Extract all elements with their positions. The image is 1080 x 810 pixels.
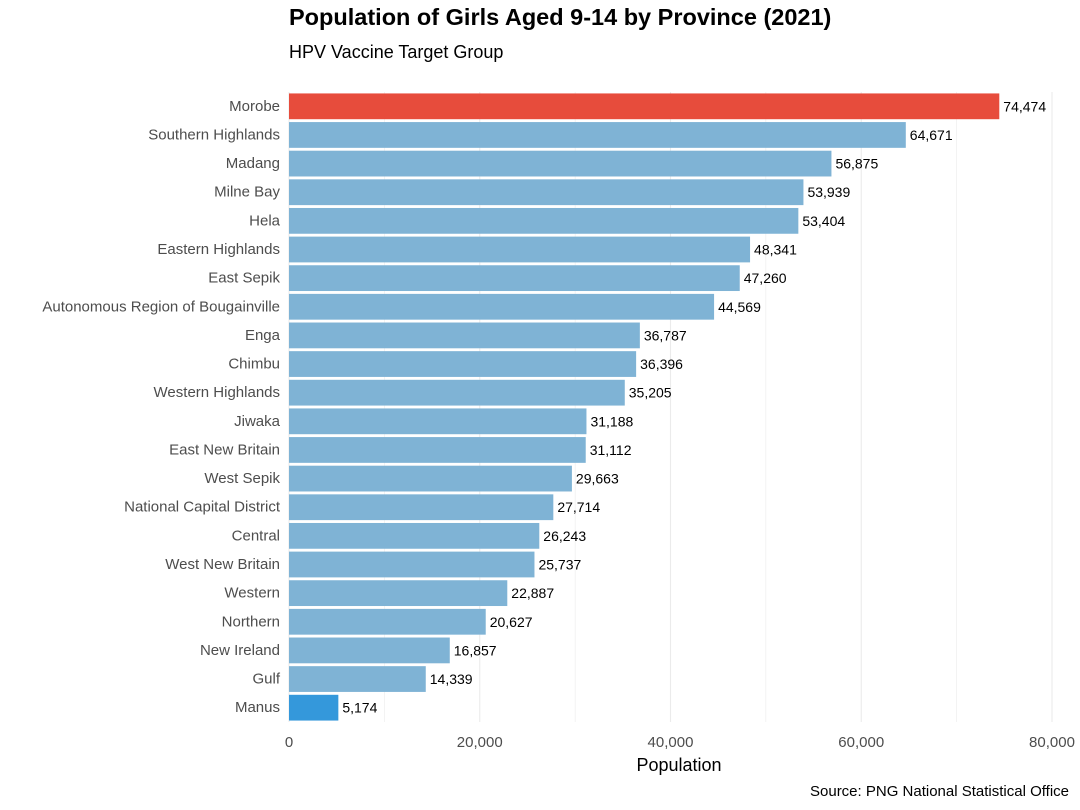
- bar: [289, 351, 637, 377]
- data-label: 20,627: [490, 614, 533, 630]
- data-label: 48,341: [754, 242, 797, 258]
- bar: [289, 608, 486, 635]
- category-label: Gulf: [252, 671, 280, 688]
- category-label: Morobe: [229, 98, 280, 115]
- x-tick-label: 60,000: [838, 734, 884, 751]
- data-label: 53,404: [802, 213, 845, 229]
- bar: [289, 408, 587, 435]
- category-label: Autonomous Region of Bougainville: [42, 298, 280, 315]
- data-label: 64,671: [910, 127, 953, 143]
- bar: [289, 580, 508, 607]
- category-label: Southern Highlands: [148, 126, 280, 143]
- category-label: Northern: [222, 613, 280, 630]
- chart-caption: Source: PNG National Statistical Office: [810, 783, 1069, 800]
- data-label: 56,875: [835, 156, 878, 172]
- data-label: 44,569: [718, 299, 761, 315]
- bar: [289, 322, 640, 349]
- bar: [289, 265, 740, 292]
- x-tick-label: 20,000: [457, 734, 503, 751]
- category-label: Enga: [245, 327, 281, 344]
- bar: [289, 122, 906, 148]
- category-label: Western Highlands: [154, 384, 280, 401]
- x-tick-label: 0: [285, 734, 293, 751]
- data-label: 35,205: [629, 385, 672, 401]
- bar: [289, 551, 535, 578]
- data-label: 27,714: [557, 499, 600, 515]
- category-label: West New Britain: [165, 556, 280, 573]
- x-tick-label: 80,000: [1029, 734, 1075, 751]
- bar: [289, 465, 572, 492]
- data-label: 36,396: [640, 356, 683, 372]
- bar: [289, 437, 586, 463]
- category-label: Milne Bay: [214, 184, 280, 201]
- category-label: New Ireland: [200, 642, 280, 659]
- bar: [289, 494, 554, 521]
- bar: [289, 694, 339, 721]
- value-labels: 74,474 64,671 56,875 53,939 53,404 48,341 47,2…: [342, 98, 1046, 715]
- data-label: 36,787: [644, 327, 687, 343]
- bar: [289, 150, 832, 177]
- category-label: Eastern Highlands: [157, 241, 280, 258]
- category-label: Central: [232, 527, 280, 544]
- data-label: 26,243: [543, 528, 586, 544]
- bar: [289, 179, 804, 206]
- category-label: Madang: [226, 155, 280, 172]
- data-label: 74,474: [1003, 98, 1046, 114]
- x-axis-title: Population: [636, 755, 721, 775]
- bar: [289, 379, 625, 406]
- data-label: 31,112: [590, 442, 632, 458]
- chart-subtitle: HPV Vaccine Target Group: [289, 42, 504, 62]
- bar: [289, 293, 715, 320]
- x-axis-ticks: 0 20,000 40,000 60,000 80,000: [285, 734, 1075, 751]
- chart-title: Population of Girls Aged 9-14 by Provinc…: [289, 4, 832, 30]
- data-label: 25,737: [538, 557, 581, 573]
- bar: [289, 666, 426, 692]
- category-label: Hela: [249, 212, 281, 229]
- category-label: Western: [224, 585, 280, 602]
- bar: [289, 236, 751, 263]
- category-label: Manus: [235, 699, 280, 716]
- data-label: 14,339: [430, 671, 473, 687]
- bars: [289, 93, 1000, 721]
- data-label: 22,887: [511, 585, 554, 601]
- category-labels: Morobe Southern Highlands Madang Milne Bay H…: [42, 98, 280, 716]
- data-label: 5,174: [342, 700, 377, 716]
- data-label: 29,663: [576, 471, 619, 487]
- bar: [289, 93, 1000, 120]
- category-label: East Sepik: [208, 270, 280, 287]
- data-label: 47,260: [744, 270, 787, 286]
- category-label: Chimbu: [228, 356, 280, 373]
- bar: [289, 207, 799, 234]
- category-label: Jiwaka: [234, 413, 281, 430]
- bar: [289, 637, 450, 664]
- category-label: East New Britain: [169, 441, 280, 458]
- category-label: National Capital District: [124, 499, 281, 516]
- x-tick-label: 40,000: [648, 734, 694, 751]
- data-label: 16,857: [454, 642, 497, 658]
- category-label: West Sepik: [204, 470, 280, 487]
- data-label: 53,939: [807, 184, 850, 200]
- data-label: 31,188: [590, 413, 633, 429]
- bar: [289, 522, 540, 549]
